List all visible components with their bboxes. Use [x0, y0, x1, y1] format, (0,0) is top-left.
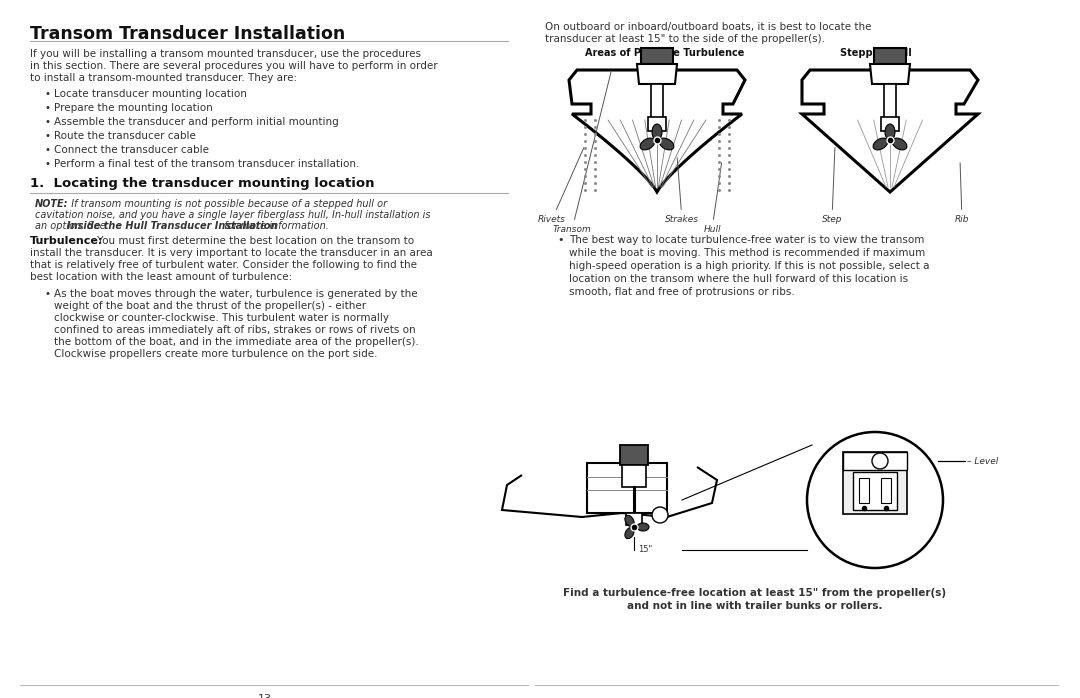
Ellipse shape — [652, 124, 662, 140]
Text: Rib: Rib — [955, 163, 969, 224]
Circle shape — [872, 453, 888, 469]
Text: Route the transducer cable: Route the transducer cable — [54, 131, 195, 141]
Text: Connect the transducer cable: Connect the transducer cable — [54, 145, 210, 155]
Text: You must first determine the best location on the transom to: You must first determine the best locati… — [94, 236, 414, 246]
Text: Strakes: Strakes — [665, 158, 699, 224]
Bar — [642, 48, 673, 64]
Text: – Level: – Level — [967, 456, 998, 466]
Text: Hull: Hull — [703, 163, 721, 234]
Text: best location with the least amount of turbulence:: best location with the least amount of t… — [30, 272, 293, 282]
Bar — [622, 465, 646, 487]
Bar — [843, 452, 907, 514]
Text: If transom mounting is not possible because of a stepped hull or: If transom mounting is not possible beca… — [65, 199, 387, 209]
Circle shape — [652, 507, 669, 523]
Ellipse shape — [873, 138, 888, 150]
Text: Find a turbulence-free location at least 15" from the propeller(s): Find a turbulence-free location at least… — [564, 588, 946, 598]
Text: 13: 13 — [258, 694, 272, 698]
Ellipse shape — [659, 138, 674, 150]
Text: The best way to locate turbulence-free water is to view the transom: The best way to locate turbulence-free w… — [569, 235, 924, 245]
Text: confined to areas immediately aft of ribs, strakes or rows of rivets on: confined to areas immediately aft of rib… — [54, 325, 416, 335]
Text: smooth, flat and free of protrusions or ribs.: smooth, flat and free of protrusions or … — [569, 287, 795, 297]
Text: Inside the Hull Transducer Installation: Inside the Hull Transducer Installation — [67, 221, 278, 231]
Text: high-speed operation is a high priority. If this is not possible, select a: high-speed operation is a high priority.… — [569, 261, 930, 271]
Text: an option. See: an option. See — [35, 221, 109, 231]
Text: Assemble the transducer and perform initial mounting: Assemble the transducer and perform init… — [54, 117, 339, 127]
Ellipse shape — [625, 515, 634, 526]
Text: Transom: Transom — [553, 70, 611, 234]
Text: Clockwise propellers create more turbulence on the port side.: Clockwise propellers create more turbule… — [54, 349, 378, 359]
Bar — [626, 513, 642, 525]
Text: in this section. There are several procedures you will have to perform in order: in this section. There are several proce… — [30, 61, 437, 71]
Text: that is relatively free of turbulent water. Consider the following to find the: that is relatively free of turbulent wat… — [30, 260, 417, 270]
Text: Stepped Hull: Stepped Hull — [840, 48, 912, 58]
Ellipse shape — [625, 528, 634, 539]
Text: •: • — [44, 131, 50, 141]
Ellipse shape — [640, 138, 654, 150]
Text: 15": 15" — [638, 545, 652, 554]
Text: 1.  Locating the transducer mounting location: 1. Locating the transducer mounting loca… — [30, 177, 375, 190]
Circle shape — [807, 432, 943, 568]
Bar — [843, 452, 907, 470]
Text: Turbulence:: Turbulence: — [30, 236, 104, 246]
Ellipse shape — [637, 523, 649, 531]
Text: Transom Transducer Installation: Transom Transducer Installation — [30, 25, 346, 43]
Text: transducer at least 15" to the side of the propeller(s).: transducer at least 15" to the side of t… — [545, 34, 825, 44]
Bar — [620, 445, 648, 465]
Ellipse shape — [885, 124, 895, 140]
Polygon shape — [802, 70, 978, 192]
Text: Locate transducer mounting location: Locate transducer mounting location — [54, 89, 247, 99]
Text: Step: Step — [822, 148, 842, 224]
Text: •: • — [44, 289, 50, 299]
Text: install the transducer. It is very important to locate the transducer in an area: install the transducer. It is very impor… — [30, 248, 433, 258]
Text: Areas of Possible Turbulence: Areas of Possible Turbulence — [585, 48, 744, 58]
Bar — [588, 463, 667, 513]
Text: to install a transom-mounted transducer. They are:: to install a transom-mounted transducer.… — [30, 73, 297, 83]
Bar — [881, 478, 891, 503]
Text: •: • — [44, 117, 50, 127]
Text: Perform a final test of the transom transducer installation.: Perform a final test of the transom tran… — [54, 159, 360, 169]
Text: NOTE:: NOTE: — [35, 199, 68, 209]
Text: the bottom of the boat, and in the immediate area of the propeller(s).: the bottom of the boat, and in the immed… — [54, 337, 419, 347]
Text: •: • — [44, 89, 50, 99]
Text: •: • — [44, 103, 50, 113]
Bar — [881, 117, 899, 131]
Ellipse shape — [892, 138, 907, 150]
Polygon shape — [637, 64, 677, 84]
Text: •: • — [44, 145, 50, 155]
Text: As the boat moves through the water, turbulence is generated by the: As the boat moves through the water, tur… — [54, 289, 418, 299]
Text: Prepare the mounting location: Prepare the mounting location — [54, 103, 213, 113]
Text: cavitation noise, and you have a single layer fiberglass hull, In-hull installat: cavitation noise, and you have a single … — [35, 210, 431, 220]
Text: On outboard or inboard/outboard boats, it is best to locate the: On outboard or inboard/outboard boats, i… — [545, 22, 872, 32]
Bar — [651, 84, 663, 119]
Text: If you will be installing a transom mounted transducer, use the procedures: If you will be installing a transom moun… — [30, 49, 421, 59]
Bar — [874, 48, 906, 64]
Text: •: • — [44, 159, 50, 169]
Text: location on the transom where the hull forward of this location is: location on the transom where the hull f… — [569, 274, 908, 284]
Polygon shape — [870, 64, 910, 84]
Bar — [648, 117, 666, 131]
Text: weight of the boat and the thrust of the propeller(s) - either: weight of the boat and the thrust of the… — [54, 301, 366, 311]
Text: while the boat is moving. This method is recommended if maximum: while the boat is moving. This method is… — [569, 248, 926, 258]
Text: for more information.: for more information. — [221, 221, 329, 231]
Bar — [885, 84, 896, 119]
Bar — [853, 472, 897, 510]
Text: Rivets: Rivets — [538, 147, 584, 224]
Text: •: • — [557, 235, 564, 245]
Text: and not in line with trailer bunks or rollers.: and not in line with trailer bunks or ro… — [627, 601, 882, 611]
Polygon shape — [569, 70, 745, 192]
Text: clockwise or counter-clockwise. This turbulent water is normally: clockwise or counter-clockwise. This tur… — [54, 313, 389, 323]
Bar — [859, 478, 869, 503]
